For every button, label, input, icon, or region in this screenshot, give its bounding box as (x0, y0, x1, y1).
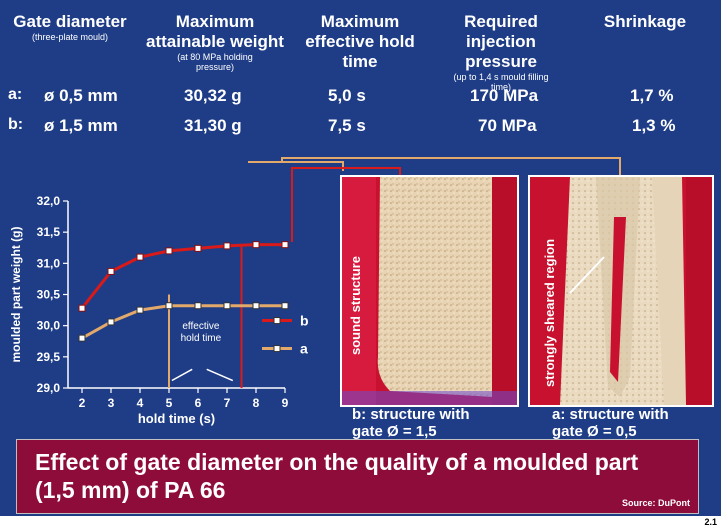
x-tick-label: 8 (253, 396, 260, 410)
x-tick-label: 7 (224, 396, 231, 410)
header-subtext: (up to 1,4 s mould filling time) (453, 72, 549, 92)
data-point-a (107, 318, 115, 326)
row-b-shrinkage: 1,3 % (632, 116, 676, 135)
x-tick-label: 4 (137, 396, 144, 410)
connector-a (291, 167, 401, 242)
legend-label-a: a (300, 341, 308, 357)
x-tick-label: 9 (282, 396, 289, 410)
y-tick-label: 32,0 (37, 194, 61, 208)
x-tick-label: 6 (195, 396, 202, 410)
legend-marker-a (273, 345, 281, 353)
row-b-label: b: (8, 116, 24, 133)
row-a-shrinkage: 1,7 % (630, 86, 674, 105)
y-tick-label: 29,0 (37, 381, 61, 395)
data-point-b (252, 241, 260, 249)
y-tick-label: 31,5 (37, 225, 61, 239)
annotation-arrow-left (171, 368, 193, 382)
header-hold-time: Maximum effective hold time (300, 12, 420, 72)
micrograph-b (342, 177, 517, 405)
data-point-a (165, 302, 173, 310)
x-tick-label: 2 (79, 396, 86, 410)
header-gate-diameter: Gate diameter (three-plate mould) (10, 12, 130, 42)
row-b-pressure: 70 MPa (478, 116, 537, 135)
header-text: Gate diameter (13, 12, 127, 31)
row-a-diameter: ø 0,5 mm (44, 86, 118, 105)
row-a-hold: 5,0 s (328, 86, 366, 105)
y-axis-label: moulded part weight (g) (9, 227, 23, 363)
photo-structure-a: strongly sheared region (528, 175, 714, 407)
data-point-b (165, 247, 173, 255)
data-point-b (281, 241, 289, 249)
row-b-weight: 31,30 g (184, 116, 242, 135)
annotation-effective: effective (182, 321, 219, 332)
header-text: Shrinkage (603, 12, 687, 31)
row-a-label: a: (8, 86, 23, 103)
y-tick-label: 30,0 (37, 319, 61, 333)
header-subtext: (three-plate mould) (31, 32, 109, 42)
weight-chart: 29,0 29,5 30,0 30,5 31,0 31,5 32,0 2 3 4 5 6 7 8 9 hold… (9, 194, 309, 426)
y-tick-label: 31,0 (37, 256, 61, 270)
x-tick-label: 3 (108, 396, 115, 410)
data-point-b (136, 253, 144, 261)
data-point-a (281, 302, 289, 310)
header-shrinkage: Shrinkage (585, 12, 705, 32)
photo-structure-b: sound structure (340, 175, 519, 407)
data-point-a (78, 334, 86, 342)
legend-marker-b (273, 317, 281, 325)
caption-b: b: structure with gate Ø = 1,5 (352, 406, 470, 440)
header-text: Maximum attainable weight (146, 12, 284, 51)
connector-lines (248, 157, 621, 242)
data-point-a (194, 302, 202, 310)
data-point-b (107, 267, 115, 275)
annotation-arrow-right (206, 368, 234, 382)
slide-title: Effect of gate diameter on the quality o… (35, 449, 639, 503)
connector-b-to-photo (281, 157, 621, 175)
data-point-a (136, 306, 144, 314)
label-sound-structure: sound structure (348, 256, 363, 355)
x-tick-label: 5 (166, 396, 173, 410)
source-label: Source: DuPont (621, 498, 690, 508)
data-point-b (194, 244, 202, 252)
series-line-b (80, 243, 285, 310)
x-axis-label: hold time (s) (138, 411, 215, 426)
row-a-weight: 30,32 g (184, 86, 242, 105)
y-tick-label: 29,5 (37, 350, 61, 364)
annotation-hold-time: hold time (181, 333, 222, 344)
row-a-pressure: 170 MPa (470, 86, 539, 105)
header-text: Maximum effective hold time (305, 12, 415, 71)
title-banner: Effect of gate diameter on the quality o… (16, 439, 699, 514)
data-point-a (252, 302, 260, 310)
data-point-b (78, 304, 86, 312)
header-injection-pressure: Required injection pressure (up to 1,4 s… (428, 12, 574, 92)
label-strongly-sheared-region: strongly sheared region (542, 238, 557, 387)
micrograph-a (530, 177, 712, 405)
row-b-hold: 7,5 s (328, 116, 366, 135)
page-number: 2.1 (704, 517, 717, 527)
series-line-a (81, 304, 285, 340)
legend-label-b: b (300, 313, 309, 329)
header-text: Required injection pressure (464, 12, 538, 71)
data-point-a (223, 302, 231, 310)
header-max-weight: Maximum attainable weight (at 80 MPa hol… (140, 12, 290, 72)
caption-a: a: structure with gate Ø = 0,5 (552, 406, 669, 440)
connector-b (248, 161, 344, 171)
row-b-diameter: ø 1,5 mm (44, 116, 118, 135)
slide: Gate diameter (three-plate mould) Maximu… (0, 0, 721, 516)
y-tick-label: 30,5 (37, 288, 61, 302)
data-point-b (223, 242, 231, 250)
header-subtext: (at 80 MPa holding pressure) (177, 52, 253, 72)
